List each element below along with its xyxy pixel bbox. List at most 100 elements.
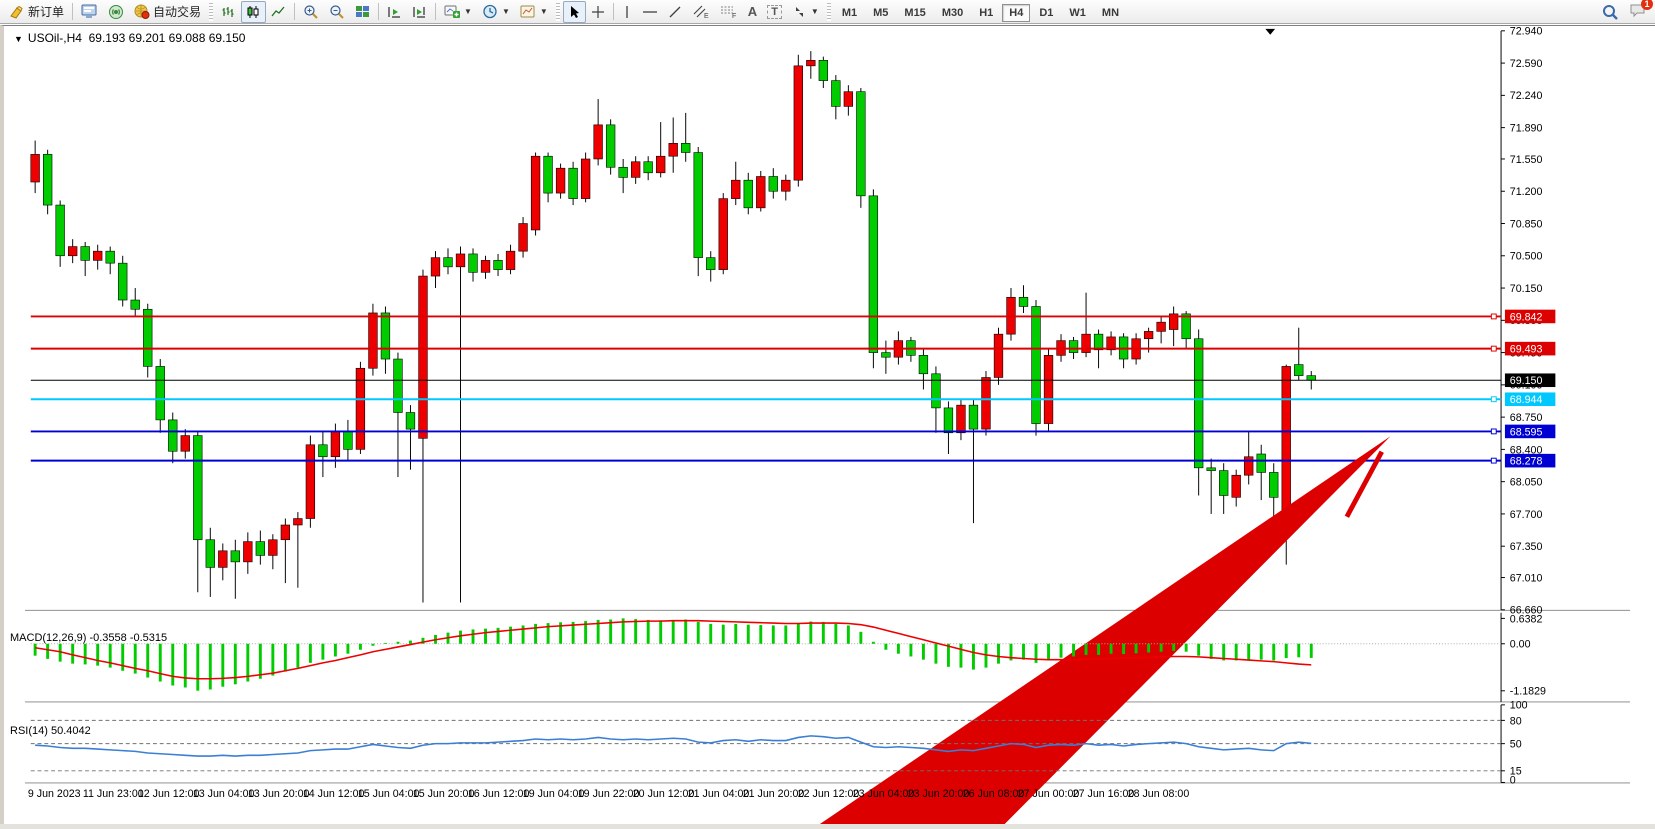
candle — [756, 176, 766, 209]
horizontal-line-button[interactable] — [637, 1, 663, 23]
bar-chart-button[interactable] — [216, 1, 241, 23]
candle — [518, 223, 528, 252]
date-axis-label[interactable]: 11 Jun 23:00 — [83, 788, 144, 800]
price-line-label — [1504, 309, 1556, 324]
date-axis-label[interactable]: 9 Jun 2023 — [28, 788, 81, 800]
toolbar-separator — [294, 3, 296, 20]
signals-button[interactable] — [103, 1, 129, 23]
auto-trading-button[interactable]: 自动交易 — [129, 1, 206, 23]
candle — [443, 257, 453, 268]
date-axis-label[interactable]: 20 Jun 12:00 — [633, 788, 695, 800]
candle — [706, 257, 716, 270]
toolbar-drag-handle[interactable] — [826, 2, 831, 21]
zoom-out-button[interactable] — [324, 1, 350, 23]
candle — [981, 377, 991, 430]
date-axis-label[interactable]: 19 Jun 04:00 — [523, 788, 585, 800]
price-line-label-text: 69.842 — [1510, 311, 1543, 323]
rsi-tick-label: 15 — [1510, 766, 1522, 778]
chevron-down-icon: ▼ — [810, 7, 819, 16]
autoscroll-icon — [388, 6, 401, 17]
arrows-button[interactable]: ▼ — [787, 1, 824, 23]
chart-shift-marker[interactable] — [1265, 28, 1276, 35]
date-axis-label[interactable]: 12 Jun 12:00 — [138, 788, 200, 800]
templates-button[interactable]: ▼ — [515, 1, 553, 23]
text-button[interactable]: A — [743, 1, 762, 23]
tile-windows-button[interactable] — [350, 1, 375, 23]
line-anchor-handle[interactable] — [1490, 313, 1497, 320]
date-axis-label[interactable]: 22 Jun 12:00 — [798, 788, 860, 800]
date-axis-label[interactable]: 19 Jun 22:00 — [578, 788, 640, 800]
date-axis-label[interactable]: 15 Jun 20:00 — [413, 788, 475, 800]
line-anchor-handle[interactable] — [1490, 457, 1497, 464]
line-chart-button[interactable] — [266, 1, 291, 23]
trendline-button[interactable] — [663, 1, 687, 23]
date-axis-label[interactable]: 27 Jun 00:00 — [1018, 788, 1080, 800]
fibonacci-button[interactable]: F — [715, 1, 743, 23]
new-order-button[interactable]: 新订单 — [4, 1, 69, 23]
candle — [1106, 336, 1116, 351]
chart-window[interactable] — [0, 25, 1655, 829]
trend-arrow-head[interactable] — [25, 436, 1391, 829]
search-icon[interactable] — [1602, 4, 1619, 20]
candle — [1294, 364, 1304, 376]
trend-arrow-annotation[interactable] — [1344, 450, 1384, 518]
chart-collapse-icon[interactable]: ▼ — [14, 34, 23, 44]
crosshair-button[interactable] — [586, 1, 610, 23]
price-tick-label: 72.590 — [1510, 58, 1543, 70]
line-anchor-handle[interactable] — [1490, 396, 1497, 403]
autoscroll-button[interactable] — [382, 1, 407, 23]
vertical-line-button[interactable] — [617, 1, 637, 23]
new-chart-button[interactable]: ▼ — [439, 1, 477, 23]
candle — [105, 250, 115, 264]
timeframe-button-h1[interactable]: H1 — [979, 6, 994, 19]
candle — [330, 430, 341, 458]
chart-shift-button[interactable] — [407, 1, 432, 23]
chart-ohlc-values: 69.193 69.201 69.088 69.150 — [88, 31, 246, 45]
timeframe-button-mn[interactable]: MN — [1101, 6, 1120, 19]
candle — [718, 198, 728, 270]
toolbar-drag-handle[interactable] — [555, 2, 560, 21]
notifications-button[interactable]: 1 — [1629, 0, 1653, 21]
macd-indicator-label: MACD(12,26,9) -0.3558 -0.5315 — [10, 632, 168, 644]
timeframe-button-m5[interactable]: M5 — [873, 6, 889, 19]
candlestick-chart-button[interactable] — [241, 0, 267, 23]
chart-canvas[interactable]: 72.940 72.590 72.240 71.890 71.550 71.200 70.8… — [0, 25, 1655, 829]
timeframe-button-w1[interactable]: W1 — [1069, 6, 1086, 19]
candle — [205, 539, 215, 568]
timeframe-button-d1[interactable]: D1 — [1039, 6, 1054, 19]
date-axis-label[interactable]: 23 Jun 20:00 — [908, 788, 970, 800]
periods-button[interactable]: ▼ — [477, 1, 515, 23]
date-axis-label[interactable]: 16 Jun 12:00 — [468, 788, 530, 800]
date-axis-label[interactable]: 13 Jun 20:00 — [248, 788, 310, 800]
candle — [693, 152, 703, 258]
toolbar-drag-handle[interactable] — [209, 2, 214, 21]
date-axis-label[interactable]: 15 Jun 04:00 — [358, 788, 420, 800]
candle — [168, 419, 178, 452]
date-axis-label[interactable]: 26 Jun 08:00 — [963, 788, 1025, 800]
timeframe-button-m1[interactable]: M1 — [841, 6, 858, 19]
date-axis-label[interactable]: 13 Jun 04:00 — [193, 788, 255, 800]
channel-icon: E — [693, 5, 709, 19]
timeframe-button-h4[interactable]: H4 — [1002, 3, 1031, 22]
timeframe-button-m15[interactable]: M15 — [904, 6, 926, 19]
candle — [380, 312, 391, 360]
text-label-button[interactable]: T — [762, 1, 787, 23]
candle — [656, 155, 666, 174]
terminal-button[interactable] — [76, 1, 103, 23]
zoom-in-button[interactable] — [298, 1, 324, 23]
line-anchor-handle[interactable] — [1490, 428, 1497, 435]
candle — [1206, 467, 1216, 471]
date-axis-label[interactable]: 28 Jun 08:00 — [1128, 788, 1190, 800]
date-axis-label[interactable]: 21 Jun 04:00 — [688, 788, 750, 800]
date-axis-label[interactable]: 23 Jun 04:00 — [853, 788, 915, 800]
timeframe-button-m30[interactable]: M30 — [941, 6, 964, 19]
price-tick-label: 70.150 — [1510, 283, 1543, 295]
date-axis-label[interactable]: 27 Jun 16:00 — [1073, 788, 1135, 800]
chevron-down-icon: ▼ — [464, 7, 472, 16]
line-anchor-handle[interactable] — [1490, 345, 1497, 352]
date-axis-label[interactable]: 14 Jun 12:00 — [303, 788, 365, 800]
cursor-button[interactable] — [562, 0, 586, 23]
channel-button[interactable]: E — [687, 1, 715, 23]
candle — [1194, 338, 1204, 469]
date-axis-label[interactable]: 21 Jun 20:00 — [743, 788, 805, 800]
